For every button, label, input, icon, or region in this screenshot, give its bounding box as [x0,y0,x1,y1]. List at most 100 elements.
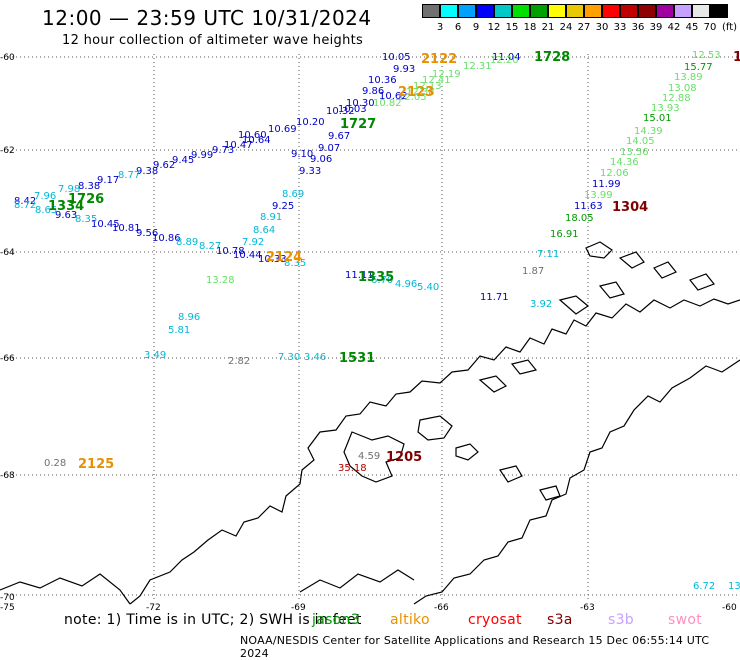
wave-height-label: 9.86 [362,86,384,97]
wave-height-label: 7.92 [242,237,264,248]
scale-unit: (ft) [722,22,738,33]
wave-height-label: 9.38 [136,166,158,177]
scale-label: 39 [649,22,663,33]
wave-height-label: 13 [728,581,740,592]
wave-height-label: 4.59 [358,451,380,462]
wave-height-label: 12.31 [463,61,492,72]
island-small-1 [455,443,479,461]
wave-height-label: 2.82 [228,356,250,367]
wave-height-label: 10.33 [258,254,287,265]
coast-inlet-1 [558,281,625,315]
scale-swatch [674,4,692,18]
wave-height-label: 3.92 [530,299,552,310]
wave-height-label: 10.82 [373,98,402,109]
scale-swatch [512,4,530,18]
island-alexander [343,431,405,483]
scale-label: 70 [703,22,717,33]
wave-height-label: 5.81 [168,325,190,336]
wave-height-label: 10.62 [379,91,408,102]
wave-height-label: 9.99 [191,150,213,161]
wave-height-label: 10.47 [224,140,253,151]
wave-height-label: 11.11 [345,270,374,281]
axis-labels: -60 -62 -64 -66 -68 -70-75 -72 -69 -66 -63 -60 [0,53,737,613]
wave-height-label: 10.30 [346,98,375,109]
wave-height-label: 7.98 [58,184,80,195]
wave-height-label: 3.46 [304,352,326,363]
coastline [0,241,740,605]
wave-height-label: 6.70 [371,275,393,286]
shetland-islands [585,241,715,291]
latitude-label: -62 [0,146,15,156]
wave-height-label: 18.05 [565,213,594,224]
wave-height-label: 10.45 [91,219,120,230]
page-subtitle: 12 hour collection of altimeter wave hei… [62,33,364,48]
wave-height-label: 14.05 [626,136,655,147]
scale-label: 36 [631,22,645,33]
wave-height-label: 12.05 [398,92,427,103]
pass-time-label: 1304 [612,200,648,215]
pass-time-label: 1334 [48,199,84,214]
scale-label: 21 [541,22,555,33]
latitude-label: -70 [0,593,15,603]
pass-time-label: 1727 [340,117,376,132]
latitude-label: -66 [0,354,15,364]
wave-height-label: 11.71 [480,292,509,303]
continent-coast-east [413,359,740,605]
pass-time-label: 2123 [398,85,434,100]
lat-lon-grid [8,54,740,600]
wave-height-label: 12.19 [432,69,461,80]
scale-swatch [638,4,656,18]
scale-swatch [458,4,476,18]
wave-height-label: 9.06 [310,154,332,165]
longitude-label: -60 [722,603,737,613]
pass-time-label: 1726 [68,192,104,207]
wave-height-label: 9.45 [172,155,194,166]
wave-height-label: 8.42 [14,196,36,207]
wave-height-label: 12.20 [490,55,519,66]
satellite-legend-item: s3a [547,612,573,628]
wave-height-label: 15.77 [684,62,713,73]
wave-height-label: 10.36 [368,75,397,86]
wave-height-label: 35.18 [338,463,367,474]
scale-swatch [494,4,512,18]
satellite-legend-item: jason3 [312,612,360,628]
longitude-label: -63 [580,603,595,613]
wave-height-label: 8.35 [75,214,97,225]
wave-height-label: 7.11 [537,249,559,260]
wave-height-label: 10.78 [216,246,245,257]
wave-height-label: 14.39 [634,126,663,137]
wave-height-label: 12.38 [406,87,435,98]
wave-height-label: 8.91 [260,212,282,223]
wave-height-label: 4.96 [395,279,417,290]
wave-height-label: 9.63 [55,210,77,221]
wave-height-label: 9.33 [299,166,321,177]
scale-label: 27 [577,22,591,33]
wave-height-label: 10.81 [112,223,141,234]
satellite-legend-item: cryosat [468,612,522,628]
scale-swatch [530,4,548,18]
longitude-label: -75 [0,603,15,613]
page-title: 12:00 — 23:59 UTC 10/31/2024 [42,6,372,30]
wave-height-label: 11.63 [574,201,603,212]
latitude-label: -60 [0,53,15,63]
wave-height-label: 6.72 [693,581,715,592]
scale-label: 15 [505,22,519,33]
scale-swatch [602,4,620,18]
wave-height-label: 13.56 [620,147,649,158]
wave-height-label: 3.49 [144,350,166,361]
scale-swatch [422,4,440,18]
wave-height-label: 10.03 [338,104,367,115]
wave-height-label: 10.05 [382,52,411,63]
island-small-2 [499,465,523,483]
wave-height-label: 12.13 [413,81,442,92]
wave-height-label: 9.62 [153,160,175,171]
scale-swatch [584,4,602,18]
wave-height-label: 9.56 [136,228,158,239]
wave-height-label: 12.88 [662,93,691,104]
scale-label: 9 [472,22,480,33]
wave-height-label: 12.06 [600,168,629,179]
wave-height-label: 9.07 [318,143,340,154]
wave-height-label: 9.17 [97,175,119,186]
